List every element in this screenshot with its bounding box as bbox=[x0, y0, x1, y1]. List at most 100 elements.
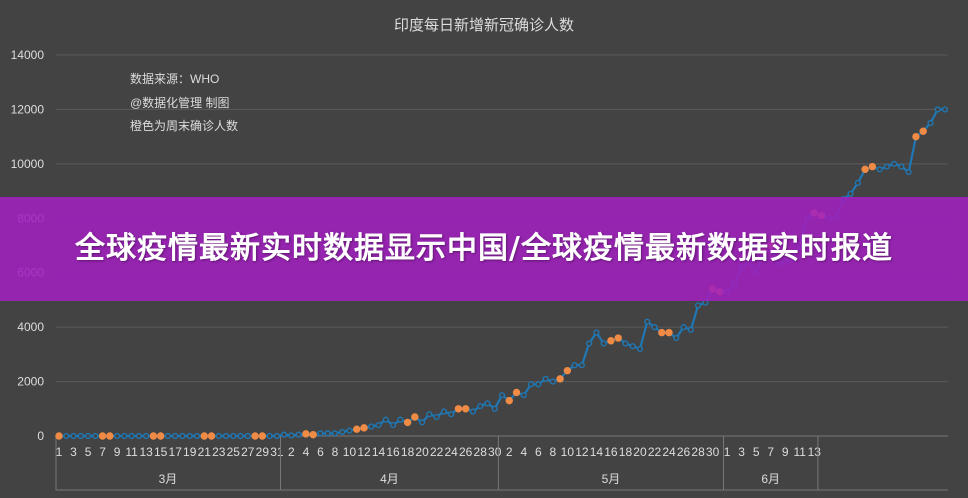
weekend-data-point bbox=[207, 432, 216, 440]
data-point bbox=[273, 432, 280, 440]
data-point bbox=[469, 408, 477, 415]
weekend-data-point bbox=[156, 432, 165, 440]
weekend-data-point bbox=[200, 432, 208, 440]
x-tick-label: 14 bbox=[372, 445, 386, 459]
y-tick-label: 12000 bbox=[11, 102, 45, 116]
weekend-data-point bbox=[868, 162, 877, 171]
x-tick-label: 3 bbox=[738, 445, 745, 459]
data-point bbox=[898, 163, 905, 170]
x-tick-label: 12 bbox=[357, 445, 371, 459]
x-tick-label: 9 bbox=[782, 445, 789, 459]
data-point bbox=[288, 432, 295, 439]
x-tick-label: 2 bbox=[288, 445, 295, 459]
x-tick-label: 31 bbox=[270, 445, 284, 459]
month-label: 6月 bbox=[761, 472, 780, 486]
weekend-data-point bbox=[353, 425, 361, 433]
weekend-data-point bbox=[411, 413, 419, 421]
weekend-data-point bbox=[360, 424, 368, 432]
data-point bbox=[687, 326, 694, 333]
x-tick-label: 17 bbox=[169, 445, 183, 459]
x-tick-label: 4 bbox=[520, 445, 527, 459]
x-tick-label: 28 bbox=[474, 445, 488, 459]
data-point bbox=[498, 392, 506, 399]
weekend-data-point bbox=[563, 366, 572, 375]
x-tick-label: 18 bbox=[619, 445, 633, 459]
data-point bbox=[440, 408, 448, 415]
data-point bbox=[128, 432, 135, 440]
data-point bbox=[331, 430, 339, 437]
x-tick-label: 30 bbox=[706, 445, 720, 459]
weekend-data-point bbox=[251, 432, 259, 440]
data-point bbox=[484, 400, 491, 407]
x-tick-label: 10 bbox=[343, 445, 357, 459]
data-point bbox=[266, 432, 273, 440]
chart-title: 印度每日新增新冠确诊人数 bbox=[394, 17, 574, 34]
data-point bbox=[891, 160, 898, 167]
x-tick-label: 5 bbox=[753, 445, 760, 459]
data-point bbox=[215, 432, 222, 440]
data-point bbox=[77, 432, 84, 440]
x-tick-label: 1 bbox=[724, 445, 731, 459]
x-tick-label: 28 bbox=[691, 445, 705, 459]
data-point bbox=[578, 362, 585, 369]
month-label: 4月 bbox=[380, 472, 399, 486]
data-point bbox=[92, 432, 99, 440]
data-point bbox=[622, 340, 629, 347]
x-tick-label: 30 bbox=[488, 445, 502, 459]
data-point bbox=[694, 302, 702, 309]
weekend-data-point bbox=[556, 375, 564, 383]
y-tick-label: 14000 bbox=[11, 48, 45, 62]
data-point bbox=[135, 432, 142, 440]
weekend-data-point bbox=[912, 132, 920, 141]
x-tick-label: 9 bbox=[114, 445, 121, 459]
data-point bbox=[368, 423, 375, 430]
x-tick-label: 26 bbox=[677, 445, 691, 459]
data-point bbox=[636, 345, 644, 353]
month-label: 5月 bbox=[602, 472, 621, 486]
data-point bbox=[281, 431, 288, 438]
data-point bbox=[397, 416, 404, 423]
data-point bbox=[295, 431, 302, 438]
y-tick-label: 10000 bbox=[11, 157, 45, 171]
x-tick-label: 2 bbox=[506, 445, 513, 459]
data-point bbox=[186, 432, 193, 440]
data-point bbox=[520, 392, 527, 399]
x-tick-label: 24 bbox=[444, 445, 458, 459]
x-tick-label: 22 bbox=[648, 445, 662, 459]
weekend-data-point bbox=[55, 432, 63, 440]
headline-text: 全球疫情最新实时数据显示中国/全球疫情最新数据实时报道 bbox=[75, 231, 893, 266]
data-point bbox=[542, 375, 549, 382]
x-tick-label: 13 bbox=[808, 445, 822, 459]
x-tick-label: 8 bbox=[332, 445, 339, 459]
weekend-data-point bbox=[302, 430, 310, 438]
x-tick-label: 16 bbox=[386, 445, 400, 459]
x-tick-label: 16 bbox=[604, 445, 618, 459]
chart-note-source: 数据来源：WHO bbox=[130, 71, 219, 86]
x-tick-label: 21 bbox=[198, 445, 212, 459]
data-point bbox=[491, 405, 498, 412]
data-point bbox=[237, 432, 244, 440]
data-point bbox=[941, 106, 949, 113]
weekend-data-point bbox=[658, 328, 666, 337]
data-point bbox=[883, 163, 891, 170]
data-point bbox=[854, 179, 861, 187]
weekend-data-point bbox=[512, 388, 521, 397]
data-point bbox=[346, 427, 353, 434]
weekend-data-point bbox=[919, 127, 927, 135]
weekend-data-point bbox=[309, 430, 317, 439]
data-point bbox=[389, 422, 397, 429]
x-tick-label: 22 bbox=[430, 445, 444, 459]
x-tick-label: 1 bbox=[56, 445, 63, 459]
data-point bbox=[527, 381, 535, 388]
data-point bbox=[172, 432, 179, 440]
x-tick-label: 25 bbox=[227, 445, 241, 459]
chart-note-author: @数据化管理 制图 bbox=[130, 95, 230, 110]
headline-banner[interactable]: 全球疫情最新实时数据显示中国/全球疫情最新数据实时报道 bbox=[0, 197, 968, 301]
x-tick-label: 7 bbox=[99, 445, 106, 459]
data-point bbox=[230, 432, 237, 440]
weekend-data-point bbox=[454, 405, 463, 413]
data-point bbox=[324, 430, 331, 437]
weekend-data-point bbox=[106, 432, 114, 440]
